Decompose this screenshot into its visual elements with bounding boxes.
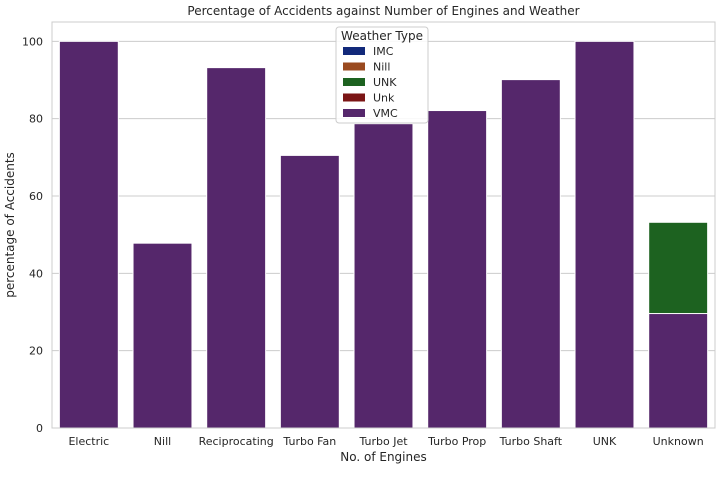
x-tick-label: Turbo Shaft [499, 435, 563, 448]
plot-area [51, 21, 716, 429]
legend-title: Weather Type [341, 29, 423, 43]
x-tick-label: Electric [68, 435, 109, 448]
legend-swatch-unk [343, 93, 365, 102]
legend-swatch-nill [343, 62, 365, 71]
bar-vmc-turbo-fan [279, 154, 340, 429]
legend-swatch-imc [343, 47, 365, 55]
y-tick-label: 20 [29, 345, 43, 358]
x-tick-label: Turbo Prop [427, 435, 486, 448]
bar-vmc-unknown [648, 313, 709, 429]
bar-vmc-nill [132, 242, 193, 429]
legend-label: UNK [373, 76, 397, 89]
legend-label: IMC [373, 45, 394, 58]
x-tick-label: Turbo Fan [282, 435, 336, 448]
bar-vmc-turbo-prop [427, 110, 488, 429]
bar-vmc-reciprocating [206, 67, 267, 429]
x-tick-label: Reciprocating [199, 435, 274, 448]
bar-vmc-turbo-shaft [500, 79, 561, 429]
legend-items: IMC Nill UNK Unk VMC [343, 45, 398, 120]
x-axis-title: No. of Engines [340, 450, 427, 464]
bar-vmc-electric [58, 40, 119, 429]
legend-label: Unk [373, 92, 395, 105]
legend-swatch-vmc [343, 109, 365, 117]
y-tick-label: 0 [36, 422, 43, 435]
x-tick-label: UNK [593, 435, 617, 448]
y-tick-label: 40 [29, 267, 43, 280]
bar-vmc-unk [574, 40, 635, 429]
y-axis-title: percentage of Accidents [3, 152, 17, 298]
y-tick-label: 100 [22, 35, 43, 48]
y-tick-label: 60 [29, 190, 43, 203]
y-tick-label: 80 [29, 113, 43, 126]
legend-label: VMC [373, 107, 398, 120]
x-tick-label: Unknown [653, 435, 704, 448]
legend-swatch-unk [343, 78, 365, 86]
x-tick-label: Turbo Jet [358, 435, 408, 448]
y-axis-ticks: 0 20 40 60 80 100 [22, 35, 43, 435]
x-tick-label: Nill [154, 435, 171, 448]
chart-title: Percentage of Accidents against Number o… [187, 4, 579, 18]
bar-vmc-turbo-jet [353, 123, 414, 429]
legend-label: Nill [373, 61, 390, 74]
bars [58, 40, 709, 429]
x-axis-ticks: Electric Nill Reciprocating Turbo Fan Turbo … [68, 435, 703, 448]
plot-frame [51, 21, 716, 429]
legend: Weather Type IMC Nill UNK Unk VMC [335, 26, 429, 124]
